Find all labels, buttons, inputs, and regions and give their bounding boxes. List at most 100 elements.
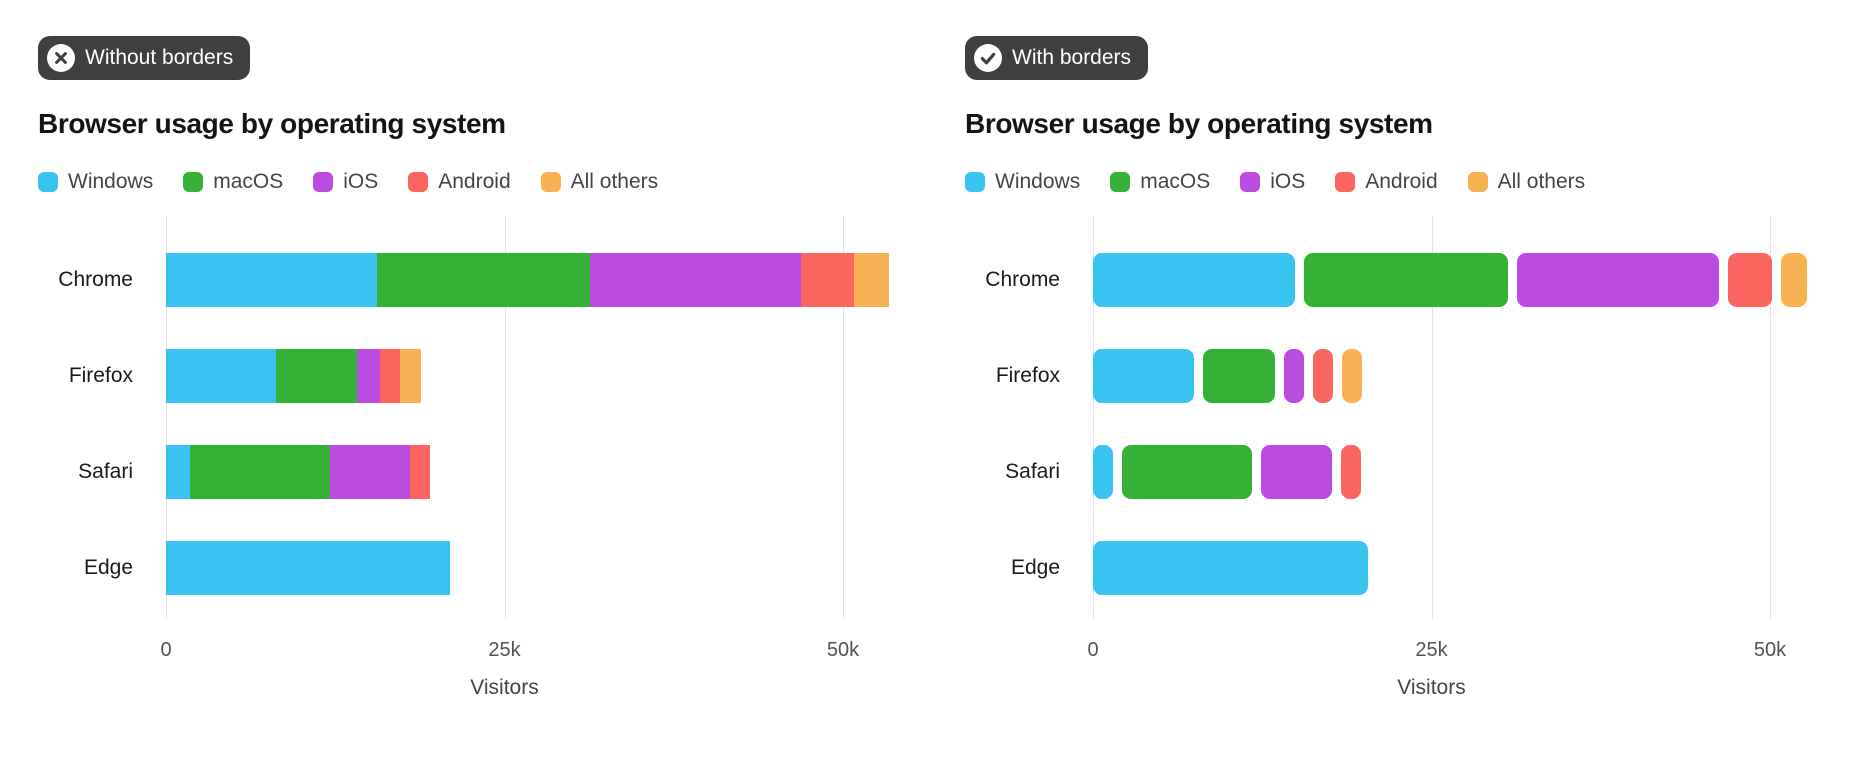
bar-row-chrome: Chrome xyxy=(965,232,1855,328)
category-label: Firefox xyxy=(68,364,133,387)
legend-label: Android xyxy=(438,170,511,193)
bar-row-safari: Safari xyxy=(38,424,928,520)
bar-segment-safari-android[interactable] xyxy=(1341,445,1362,499)
legend-item-all-others[interactable]: All others xyxy=(540,170,658,194)
bar-segment-safari-windows[interactable] xyxy=(1093,445,1113,499)
legend-label: iOS xyxy=(343,170,379,193)
legend-item-macos[interactable]: macOS xyxy=(1110,170,1210,194)
legend-swatch xyxy=(1467,172,1488,192)
legend-label: Android xyxy=(1365,170,1438,193)
x-tick-label: 0 xyxy=(160,639,172,661)
legend-swatch xyxy=(408,172,429,192)
x-tick-label: 25k xyxy=(488,639,521,661)
chart-legend: Windows macOS iOS Android All others xyxy=(965,170,1855,194)
bar-row-firefox: Firefox xyxy=(38,328,928,424)
bar-row-edge: Edge xyxy=(38,520,928,616)
without-borders-toggle[interactable]: Without borders xyxy=(38,36,251,80)
bar-rows: Chrome Firefox Safari Edge xyxy=(38,216,928,616)
bar-segment-firefox-all-others[interactable] xyxy=(1341,349,1362,403)
badge-label: Without borders xyxy=(85,46,234,69)
legend-item-android[interactable]: Android xyxy=(408,170,511,194)
chart-title: Browser usage by operating system xyxy=(965,108,1433,139)
legend-label: All others xyxy=(1497,170,1586,193)
bar-segment-firefox-macos[interactable] xyxy=(1202,349,1275,403)
legend-swatch xyxy=(313,172,334,192)
bar-segment-firefox-ios[interactable] xyxy=(356,349,380,403)
category-label: Safari xyxy=(1005,460,1060,483)
stacked-bar-chart: Chrome Firefox Safari Edge xyxy=(38,216,928,619)
stacked-bar xyxy=(166,445,928,499)
category-label: Safari xyxy=(78,460,133,483)
bar-segment-safari-macos[interactable] xyxy=(190,445,330,499)
bar-segment-chrome-macos[interactable] xyxy=(377,253,590,307)
stacked-bar xyxy=(1093,541,1855,595)
bar-segment-firefox-macos[interactable] xyxy=(275,349,357,403)
legend-swatch xyxy=(38,172,58,192)
chart-panel-with-borders: With borders Browser usage by operating … xyxy=(965,36,1855,700)
gridline xyxy=(1431,216,1433,619)
legend-label: Windows xyxy=(995,170,1081,193)
legend-swatch xyxy=(1335,172,1356,192)
chart-panel-without-borders: Without borders Browser usage by operati… xyxy=(38,36,928,700)
bar-segment-firefox-windows[interactable] xyxy=(166,349,276,403)
bar-rows: Chrome Firefox Safari Edge xyxy=(965,216,1855,616)
x-tick-label: 25k xyxy=(1415,639,1448,661)
legend-swatch xyxy=(965,172,985,192)
bar-segment-safari-ios[interactable] xyxy=(329,445,410,499)
legend-swatch xyxy=(1240,172,1261,192)
legend-item-macos[interactable]: macOS xyxy=(183,170,283,194)
x-tick-label: 50k xyxy=(1753,639,1787,661)
bar-segment-safari-macos[interactable] xyxy=(1122,445,1253,499)
x-axis: 0 25k 50k xyxy=(160,639,928,663)
bar-segment-chrome-windows[interactable] xyxy=(1093,253,1296,307)
bar-row-firefox: Firefox xyxy=(965,328,1855,424)
bar-segment-firefox-all-others[interactable] xyxy=(400,349,421,403)
bar-segment-chrome-windows[interactable] xyxy=(166,253,378,307)
bar-segment-chrome-all-others[interactable] xyxy=(1780,253,1807,307)
bar-segment-edge-windows[interactable] xyxy=(166,541,451,595)
stacked-bar xyxy=(166,541,928,595)
gridline xyxy=(843,216,844,619)
bar-segment-chrome-android[interactable] xyxy=(801,253,854,307)
bar-segment-safari-windows[interactable] xyxy=(166,445,191,499)
legend-label: macOS xyxy=(1140,170,1211,193)
category-label: Firefox xyxy=(995,364,1060,387)
bar-segment-chrome-all-others[interactable] xyxy=(853,253,889,307)
bar-segment-safari-ios[interactable] xyxy=(1261,445,1333,499)
chart-legend: Windows macOS iOS Android All others xyxy=(38,170,928,194)
bar-row-chrome: Chrome xyxy=(38,232,928,328)
legend-label: iOS xyxy=(1270,170,1306,193)
category-label: Edge xyxy=(1010,556,1060,579)
bar-segment-chrome-macos[interactable] xyxy=(1304,253,1508,307)
bar-segment-firefox-android[interactable] xyxy=(1312,349,1333,403)
bar-segment-safari-android[interactable] xyxy=(409,445,430,499)
legend-item-ios[interactable]: iOS xyxy=(313,170,378,194)
legend-item-all-others[interactable]: All others xyxy=(1467,170,1586,194)
legend-item-ios[interactable]: iOS xyxy=(1240,170,1305,194)
bar-segment-chrome-android[interactable] xyxy=(1728,253,1772,307)
stacked-bar-chart: Chrome Firefox Safari Edge xyxy=(965,216,1855,619)
charts-wrapper: Without borders Browser usage by operati… xyxy=(38,36,1855,700)
x-axis: 0 25k 50k xyxy=(1087,639,1855,663)
legend-item-android[interactable]: Android xyxy=(1335,170,1438,194)
stacked-bar xyxy=(166,253,928,307)
stacked-bar xyxy=(166,349,928,403)
with-borders-toggle[interactable]: With borders xyxy=(965,36,1149,80)
legend-swatch xyxy=(183,172,204,192)
category-label: Edge xyxy=(83,556,133,579)
x-axis-title: Visitors xyxy=(1397,676,1466,699)
stacked-bar xyxy=(1093,445,1855,499)
legend-item-windows[interactable]: Windows xyxy=(965,170,1080,194)
bar-segment-chrome-ios[interactable] xyxy=(589,253,801,307)
category-label: Chrome xyxy=(985,268,1060,291)
bar-segment-edge-windows[interactable] xyxy=(1093,541,1369,595)
legend-item-windows[interactable]: Windows xyxy=(38,170,153,194)
stacked-bar xyxy=(1093,349,1855,403)
x-tick-label: 50k xyxy=(826,639,860,661)
bar-segment-firefox-windows[interactable] xyxy=(1093,349,1194,403)
bar-segment-firefox-android[interactable] xyxy=(379,349,401,403)
badge-label: With borders xyxy=(1012,46,1132,69)
bar-segment-chrome-ios[interactable] xyxy=(1516,253,1719,307)
legend-label: macOS xyxy=(213,170,284,193)
bar-segment-firefox-ios[interactable] xyxy=(1283,349,1304,403)
